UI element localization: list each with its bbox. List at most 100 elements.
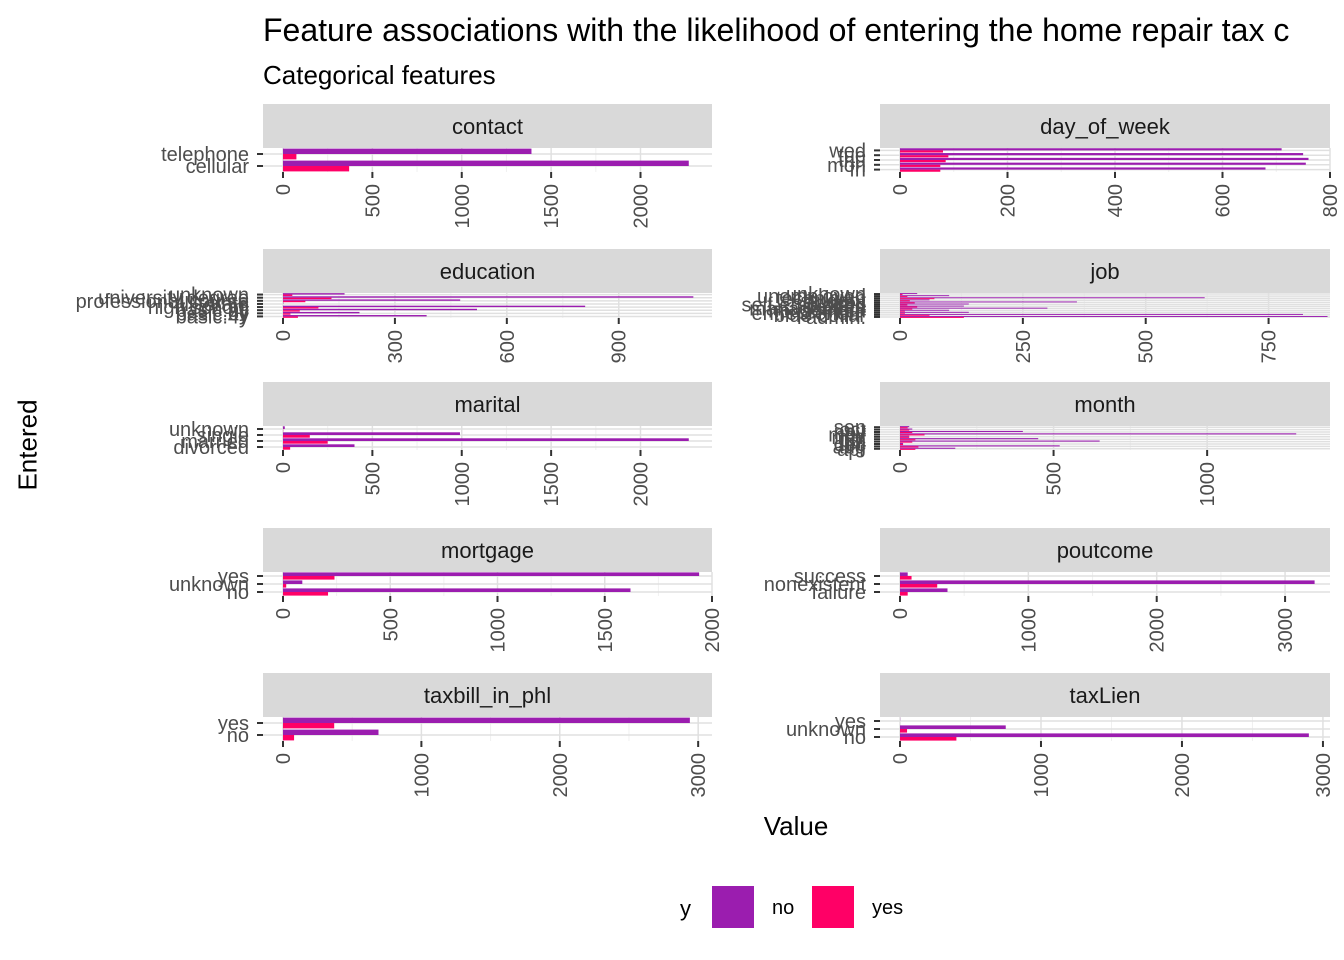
bar-day-of-week-no — [900, 157, 1309, 160]
facet-strip-label: day_of_week — [1040, 114, 1171, 139]
y-tick-label: jun — [838, 429, 866, 451]
bar-job-yes — [900, 308, 913, 310]
facet-strip-label: month — [1074, 392, 1135, 417]
bar-education-yes — [283, 310, 300, 312]
y-tick-label: divorced — [173, 437, 249, 459]
facet-strip-label: education — [440, 259, 535, 284]
x-tick-label: 600 — [497, 330, 519, 363]
bar-contact-no — [283, 148, 532, 154]
bar-taxlien-no — [900, 725, 1006, 729]
y-tick-label: no — [227, 725, 249, 747]
bar-education-yes — [283, 307, 319, 309]
y-tick-label: may — [828, 424, 866, 446]
bar-poutcome-no — [900, 572, 908, 576]
x-tick-label: 500 — [1044, 462, 1066, 495]
y-tick-label: nonexistent — [764, 574, 867, 596]
bar-job-no — [900, 305, 964, 307]
facet-strip-marital — [263, 382, 712, 426]
x-tick-label: 1500 — [595, 608, 617, 653]
x-tick-label: 1000 — [1197, 462, 1219, 507]
bar-contact-no — [283, 160, 689, 166]
facet-strip-contact — [263, 104, 712, 148]
bar-month-yes — [900, 432, 913, 434]
bar-month-yes — [900, 439, 916, 441]
x-tick-label: 500 — [362, 462, 384, 495]
x-tick-label: 800 — [1320, 184, 1342, 217]
bar-job-no — [900, 301, 1077, 303]
x-tick-label: 2000 — [550, 753, 572, 798]
y-tick-label: aug — [833, 436, 866, 458]
y-tick-label: entrepreneur — [751, 303, 866, 325]
bar-job-yes — [900, 310, 905, 312]
x-tick-label: 1000 — [452, 462, 474, 507]
bar-poutcome-yes — [900, 576, 912, 580]
y-tick-label: nov — [834, 422, 866, 444]
bar-education-no — [283, 311, 360, 314]
y-tick-label: retired — [809, 297, 866, 319]
bar-marital-yes — [283, 447, 291, 450]
bar-job-yes — [900, 306, 918, 308]
y-tick-label: unknown — [786, 284, 866, 306]
bar-marital-no — [283, 438, 689, 441]
x-tick-label: 300 — [385, 330, 407, 363]
bar-job-no — [900, 307, 1048, 309]
y-tick-label: yes — [835, 711, 866, 733]
y-tick-label: dec — [834, 434, 866, 456]
x-tick-label: 200 — [998, 184, 1020, 217]
bar-day-of-week-yes — [900, 160, 946, 163]
bar-month-no — [900, 438, 1039, 440]
y-tick-label: no — [227, 582, 249, 604]
x-tick-label: 0 — [890, 462, 912, 473]
y-tick-label: unknown — [169, 419, 249, 441]
facet-strip-poutcome — [880, 528, 1330, 572]
y-tick-label: unknown — [169, 574, 249, 596]
y-tick-label: failure — [812, 582, 866, 604]
legend-label-yes: yes — [872, 897, 904, 919]
y-tick-label: sep — [834, 417, 866, 439]
bar-day-of-week-no — [900, 153, 1304, 156]
bar-taxlien-yes — [900, 729, 908, 733]
y-tick-label: oct — [839, 420, 866, 442]
legend-key-yes — [812, 886, 854, 928]
y-tick-label: unknown — [169, 285, 249, 307]
x-tick-label: 750 — [1259, 330, 1281, 363]
y-tick-label: success — [794, 566, 866, 588]
bar-job-no — [900, 309, 950, 311]
bar-education-no — [283, 296, 694, 298]
y-tick-label: fri — [849, 160, 866, 182]
facet-strip-label: contact — [452, 114, 523, 139]
legend-title: y — [680, 896, 691, 921]
x-tick-label: 1500 — [541, 184, 563, 229]
x-tick-label: 0 — [273, 330, 295, 341]
y-tick-label: married — [181, 431, 249, 453]
y-tick-label: professional.course — [76, 291, 249, 313]
facet-strip-taxbill-in-phl — [263, 673, 712, 717]
y-tick-label: wed — [828, 140, 866, 162]
y-tick-label: basic.4y — [176, 306, 249, 328]
bar-job-no — [900, 297, 1205, 299]
bar-mortgage-no — [283, 572, 700, 576]
y-tick-label: basic.6y — [176, 303, 249, 325]
bar-job-yes — [900, 304, 908, 306]
bar-taxbill-in-phl-no — [283, 729, 379, 735]
bar-job-yes — [900, 312, 905, 314]
bar-month-no — [900, 440, 1100, 442]
y-tick-label: technician — [776, 288, 866, 310]
x-tick-label: 0 — [890, 184, 912, 195]
facet-strip-label: taxLien — [1070, 683, 1141, 708]
bar-month-yes — [900, 427, 908, 429]
x-tick-label: 0 — [273, 184, 295, 195]
bar-month-yes — [900, 441, 913, 443]
bar-job-no — [900, 295, 950, 297]
x-tick-label: 600 — [1213, 184, 1235, 217]
bar-month-no — [900, 447, 956, 449]
x-tick-label: 1000 — [488, 608, 510, 653]
bar-marital-no — [283, 426, 285, 429]
bar-education-no — [283, 308, 477, 311]
bar-job-no — [900, 303, 969, 305]
y-tick-label: self-employed — [741, 294, 866, 316]
y-tick-label: student — [800, 290, 866, 312]
bar-day-of-week-yes — [900, 164, 941, 167]
chart-subtitle: Categorical features — [263, 60, 496, 90]
bar-contact-yes — [283, 154, 297, 160]
